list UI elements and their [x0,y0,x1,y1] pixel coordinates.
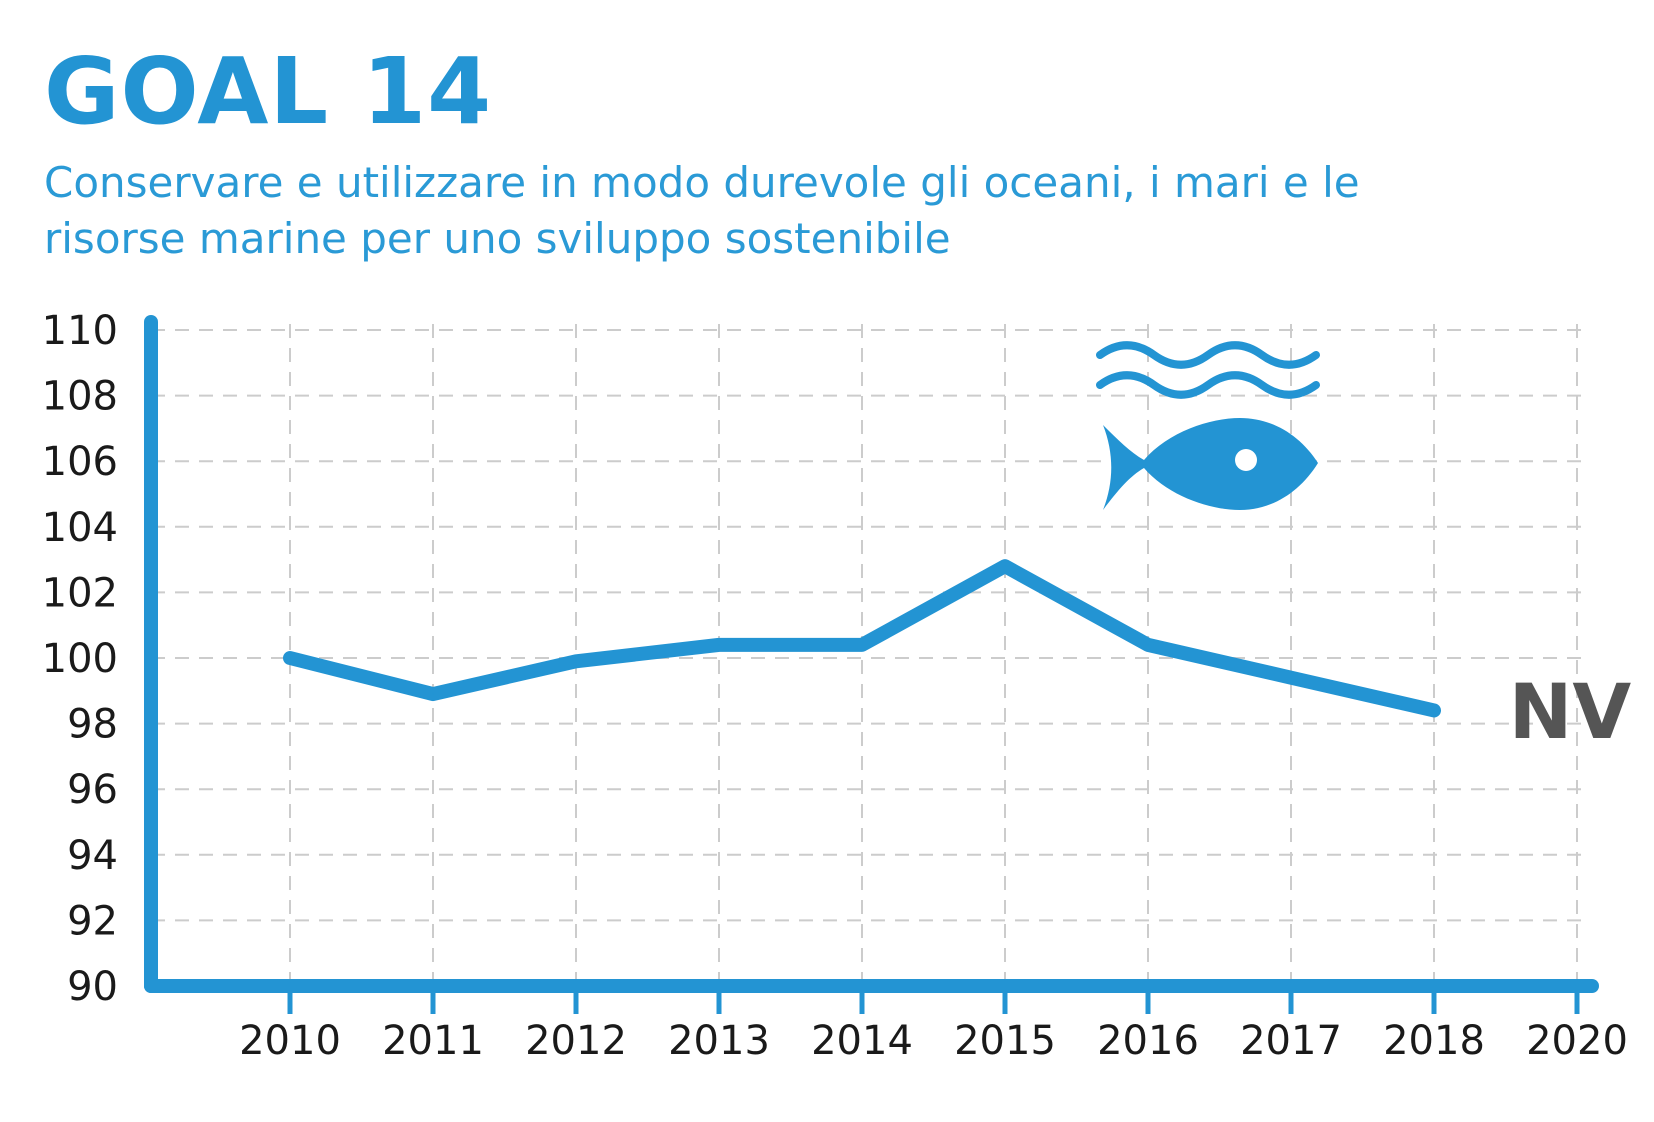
y-tick-label: 94 [67,833,118,879]
wave-line [1096,371,1320,399]
page-subtitle: Conservare e utilizzare in modo durevole… [44,158,1360,263]
y-tick-label: 100 [42,636,118,682]
x-tick-label: 2014 [811,1018,913,1064]
x-tick-label: 2018 [1383,1018,1485,1064]
fish-body [1103,418,1318,510]
x-tick-label: 2017 [1240,1018,1342,1064]
x-axis-ticks: 2010 2011 2012 2013 2014 2015 2016 2017 2018 2020 [239,1018,1628,1064]
x-tick-label: 2013 [668,1018,770,1064]
x-tick-label: 2011 [382,1018,484,1064]
y-tick-label: 108 [42,374,118,420]
y-tick-label: 110 [42,308,118,354]
chart-axes [144,315,1599,1014]
wave-line [1096,341,1320,369]
fish-eye [1235,449,1257,471]
data-point [861,643,863,646]
y-tick-label: 102 [42,570,118,616]
y-tick-label: 96 [67,767,118,813]
page-title: GOAL 14 [44,38,493,145]
ocean-fish-icon [1096,341,1320,510]
data-point [1004,565,1006,568]
data-point [1433,709,1435,712]
y-tick-label: 106 [42,439,118,485]
x-tick-label: 2015 [954,1018,1056,1064]
x-tick-label: 2016 [1097,1018,1199,1064]
x-tick-label: 2010 [239,1018,341,1064]
y-tick-label: 104 [42,505,118,551]
chart-grid [151,324,1590,986]
chart-series: NV [283,559,1632,756]
y-axis-ticks: 110 108 106 104 102 100 98 96 94 92 90 [42,308,118,1010]
data-point [432,693,434,696]
data-point [1147,643,1149,646]
y-tick-label: 98 [67,702,118,748]
data-point [718,643,720,646]
x-tick-label: 2020 [1526,1018,1628,1064]
x-tick-label: 2012 [525,1018,627,1064]
data-point [1290,676,1292,679]
y-tick-label: 92 [67,898,118,944]
nv-label: NV [1509,667,1632,756]
data-point [575,660,577,663]
y-tick-label: 90 [67,964,118,1010]
data-point [289,657,291,659]
